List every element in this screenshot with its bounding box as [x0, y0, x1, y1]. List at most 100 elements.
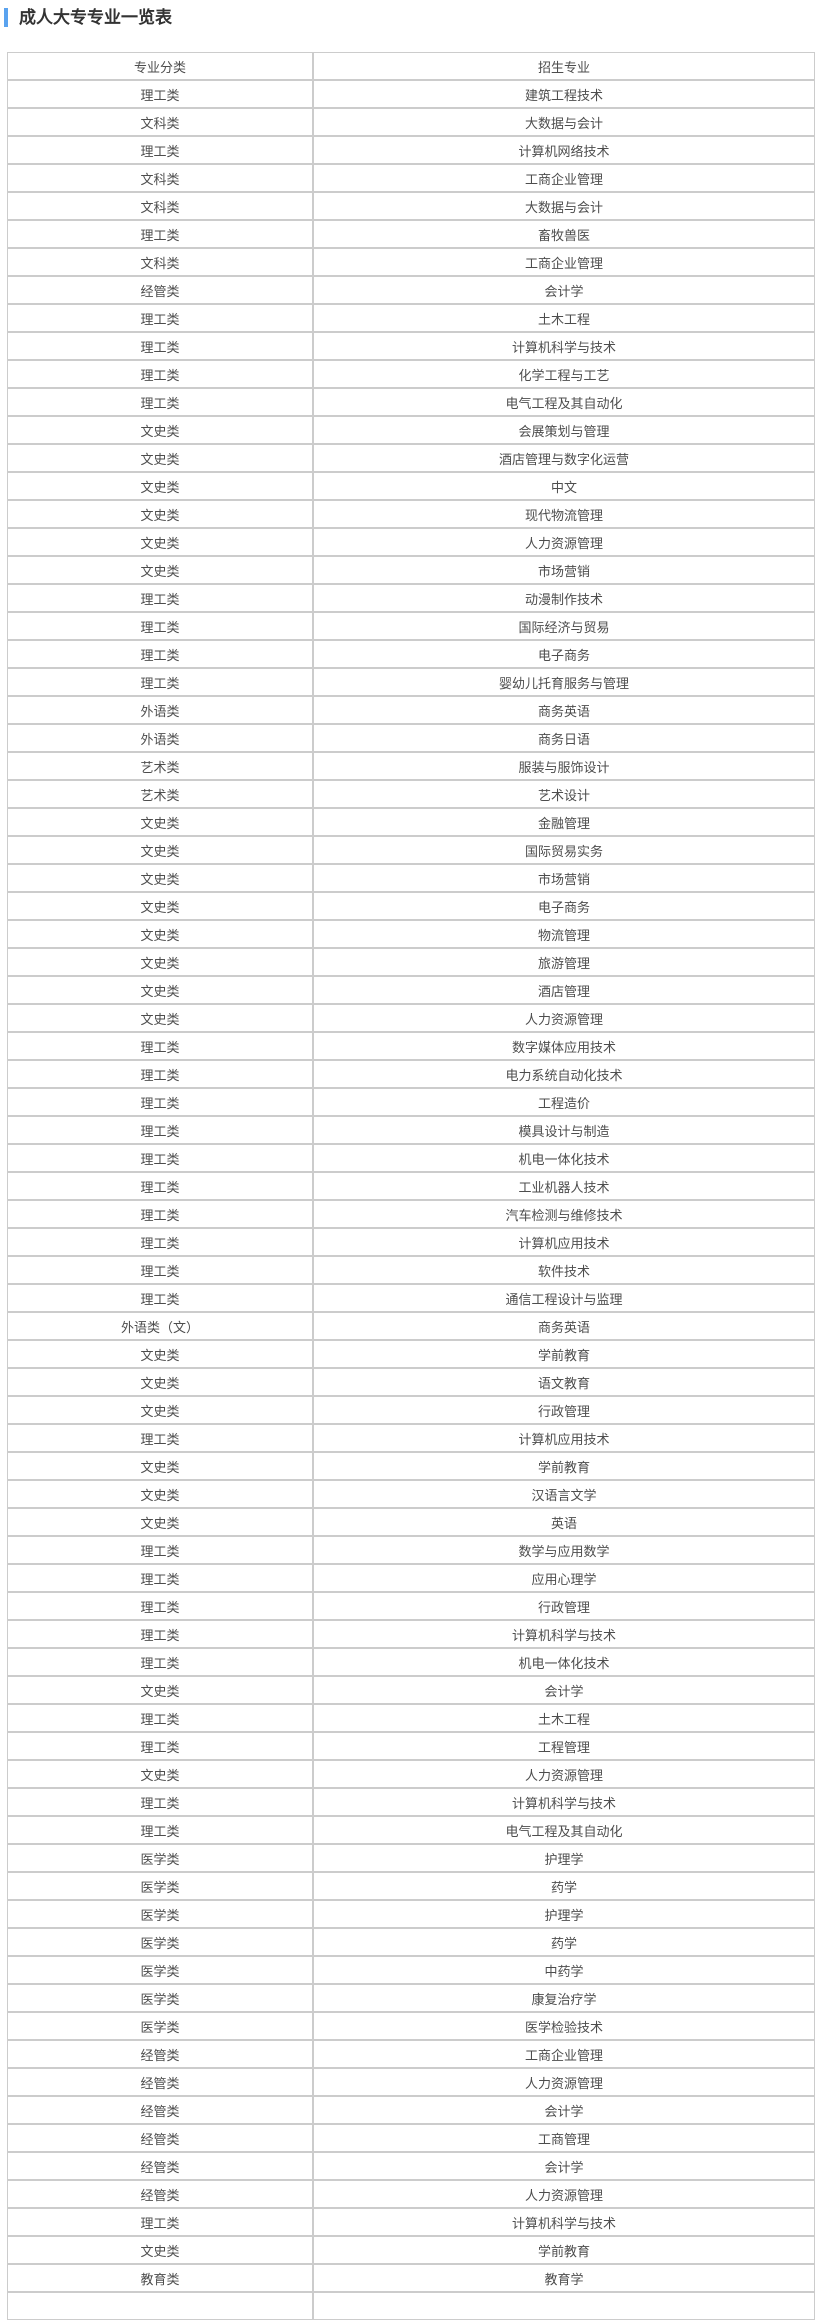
category-cell: 理工类: [7, 1032, 313, 1060]
category-cell: 文史类: [7, 1676, 313, 1704]
major-cell: 护理学: [313, 1844, 815, 1872]
category-cell: 理工类: [7, 1116, 313, 1144]
category-cell: 经管类: [7, 2040, 313, 2068]
major-cell: 教育学: [313, 2264, 815, 2292]
page-title: 成人大专专业一览表: [19, 8, 172, 27]
table-row: 文史类 学前教育: [7, 1340, 815, 1368]
table-row: 理工类 化学工程与工艺: [7, 360, 815, 388]
category-cell: 理工类: [7, 612, 313, 640]
table-row: 经管类 会计学: [7, 2096, 815, 2124]
major-cell: 工商企业管理: [313, 164, 815, 192]
table-row: 文史类 学前教育: [7, 1452, 815, 1480]
table-row: 理工类 计算机科学与技术: [7, 1788, 815, 1816]
table-row: 理工类 数学与应用数学: [7, 1536, 815, 1564]
category-cell: 经管类: [7, 2068, 313, 2096]
category-cell: 理工类: [7, 1732, 313, 1760]
major-cell: 大数据与会计: [313, 192, 815, 220]
category-cell: 理工类: [7, 388, 313, 416]
major-cell: 服装与服饰设计: [313, 752, 815, 780]
category-cell: 经管类: [7, 276, 313, 304]
table-row: 文史类 市场营销: [7, 556, 815, 584]
major-cell: 医学检验技术: [313, 2012, 815, 2040]
major-cell: 婴幼儿托育服务与管理: [313, 668, 815, 696]
table-row: 理工类 计算机网络技术: [7, 136, 815, 164]
column-header-major: 招生专业: [313, 52, 815, 80]
table-row: 理工类 计算机应用技术: [7, 1424, 815, 1452]
table-row: 理工类 数字媒体应用技术: [7, 1032, 815, 1060]
table-row: 理工类 应用心理学: [7, 1564, 815, 1592]
category-cell: 文史类: [7, 1004, 313, 1032]
table-row: 理工类 计算机科学与技术: [7, 2208, 815, 2236]
major-cell: 艺术设计: [313, 780, 815, 808]
category-cell: 文史类: [7, 892, 313, 920]
major-cell: 康复治疗学: [313, 1984, 815, 2012]
major-cell: 中文: [313, 472, 815, 500]
table-row: 医学类 药学: [7, 1872, 815, 1900]
table-row: 医学类 医学检验技术: [7, 2012, 815, 2040]
major-cell: 电子商务: [313, 640, 815, 668]
category-cell: 文史类: [7, 416, 313, 444]
major-cell: 电气工程及其自动化: [313, 388, 815, 416]
category-cell: 文史类: [7, 1452, 313, 1480]
table-row: 文史类 市场营销: [7, 864, 815, 892]
table-row: 理工类 电气工程及其自动化: [7, 1816, 815, 1844]
major-cell: 商务英语: [313, 696, 815, 724]
table-row: 艺术类 艺术设计: [7, 780, 815, 808]
table-row: 理工类 机电一体化技术: [7, 1648, 815, 1676]
table-row: 经管类 会计学: [7, 2152, 815, 2180]
major-cell: 药学: [313, 1928, 815, 1956]
table-row: 艺术类 服装与服饰设计: [7, 752, 815, 780]
major-cell: 机电一体化技术: [313, 1144, 815, 1172]
category-cell: 医学类: [7, 2012, 313, 2040]
major-cell: 应用心理学: [313, 1564, 815, 1592]
major-cell: 数字媒体应用技术: [313, 1032, 815, 1060]
category-cell: 文科类: [7, 192, 313, 220]
major-cell: 工程管理: [313, 1732, 815, 1760]
major-cell: 人力资源管理: [313, 528, 815, 556]
category-cell: 医学类: [7, 1956, 313, 1984]
category-cell: 理工类: [7, 360, 313, 388]
category-cell: 外语类: [7, 724, 313, 752]
table-row: 文史类 英语: [7, 1508, 815, 1536]
category-cell: 理工类: [7, 584, 313, 612]
major-cell: 大数据与会计: [313, 108, 815, 136]
category-cell: 文史类: [7, 528, 313, 556]
table-row: 文科类 工商企业管理: [7, 248, 815, 276]
category-cell: 外语类: [7, 696, 313, 724]
category-cell: 文史类: [7, 1340, 313, 1368]
major-cell: 计算机科学与技术: [313, 1620, 815, 1648]
major-cell: 现代物流管理: [313, 500, 815, 528]
category-cell: 理工类: [7, 1536, 313, 1564]
table-row: 医学类 护理学: [7, 1900, 815, 1928]
major-cell: 土木工程: [313, 304, 815, 332]
category-cell: 理工类: [7, 304, 313, 332]
major-cell: 会计学: [313, 2096, 815, 2124]
category-cell: 文史类: [7, 1760, 313, 1788]
table-row: 教育类 教育学: [7, 2264, 815, 2292]
table-row: 理工类 土木工程: [7, 304, 815, 332]
title-accent-bar: [4, 8, 8, 27]
table-row: 理工类 计算机应用技术: [7, 1228, 815, 1256]
table-row: 文史类 国际贸易实务: [7, 836, 815, 864]
major-cell: 人力资源管理: [313, 2180, 815, 2208]
table-row: 外语类 商务英语: [7, 696, 815, 724]
major-cell: 商务英语: [313, 1312, 815, 1340]
table-row: 经管类 工商企业管理: [7, 2040, 815, 2068]
table-row: 理工类 土木工程: [7, 1704, 815, 1732]
table-row: 理工类 模具设计与制造: [7, 1116, 815, 1144]
table-row: 文史类 行政管理: [7, 1396, 815, 1424]
table-row: 医学类 康复治疗学: [7, 1984, 815, 2012]
table-row: 理工类 国际经济与贸易: [7, 612, 815, 640]
category-cell: 理工类: [7, 2208, 313, 2236]
category-cell: 理工类: [7, 1564, 313, 1592]
category-cell: 艺术类: [7, 752, 313, 780]
category-cell: 经管类: [7, 2096, 313, 2124]
table-row: 经管类 会计学: [7, 276, 815, 304]
table-row: 医学类 药学: [7, 1928, 815, 1956]
category-cell: 文史类: [7, 920, 313, 948]
category-cell: 理工类: [7, 80, 313, 108]
table-row: 医学类 中药学: [7, 1956, 815, 1984]
major-cell: 商务日语: [313, 724, 815, 752]
major-cell: 市场营销: [313, 556, 815, 584]
table-row-clipped: [7, 2292, 815, 2320]
